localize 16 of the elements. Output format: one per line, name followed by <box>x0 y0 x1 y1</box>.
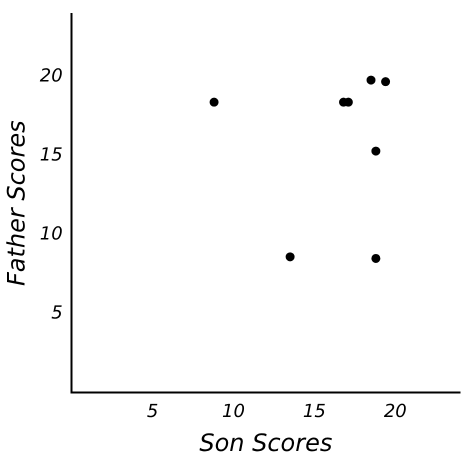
x-tick-label: 15 <box>302 401 326 422</box>
y-tick-label: 15 <box>40 144 63 166</box>
point <box>381 77 390 86</box>
y-tick-label: 20 <box>40 66 63 87</box>
point <box>286 252 295 262</box>
x-tick-label: 5 <box>146 401 158 422</box>
point <box>371 146 380 156</box>
y-axis-title: Father Scores <box>2 120 31 286</box>
x-tick-label: 20 <box>384 401 407 422</box>
y-tick-label: 5 <box>51 302 63 324</box>
x-tick-label: 10 <box>222 401 245 422</box>
x-axis-title: Son Scores <box>199 428 332 457</box>
point <box>366 76 376 85</box>
y-tick-label: 10 <box>40 223 63 244</box>
point <box>371 254 380 263</box>
point <box>210 98 219 107</box>
